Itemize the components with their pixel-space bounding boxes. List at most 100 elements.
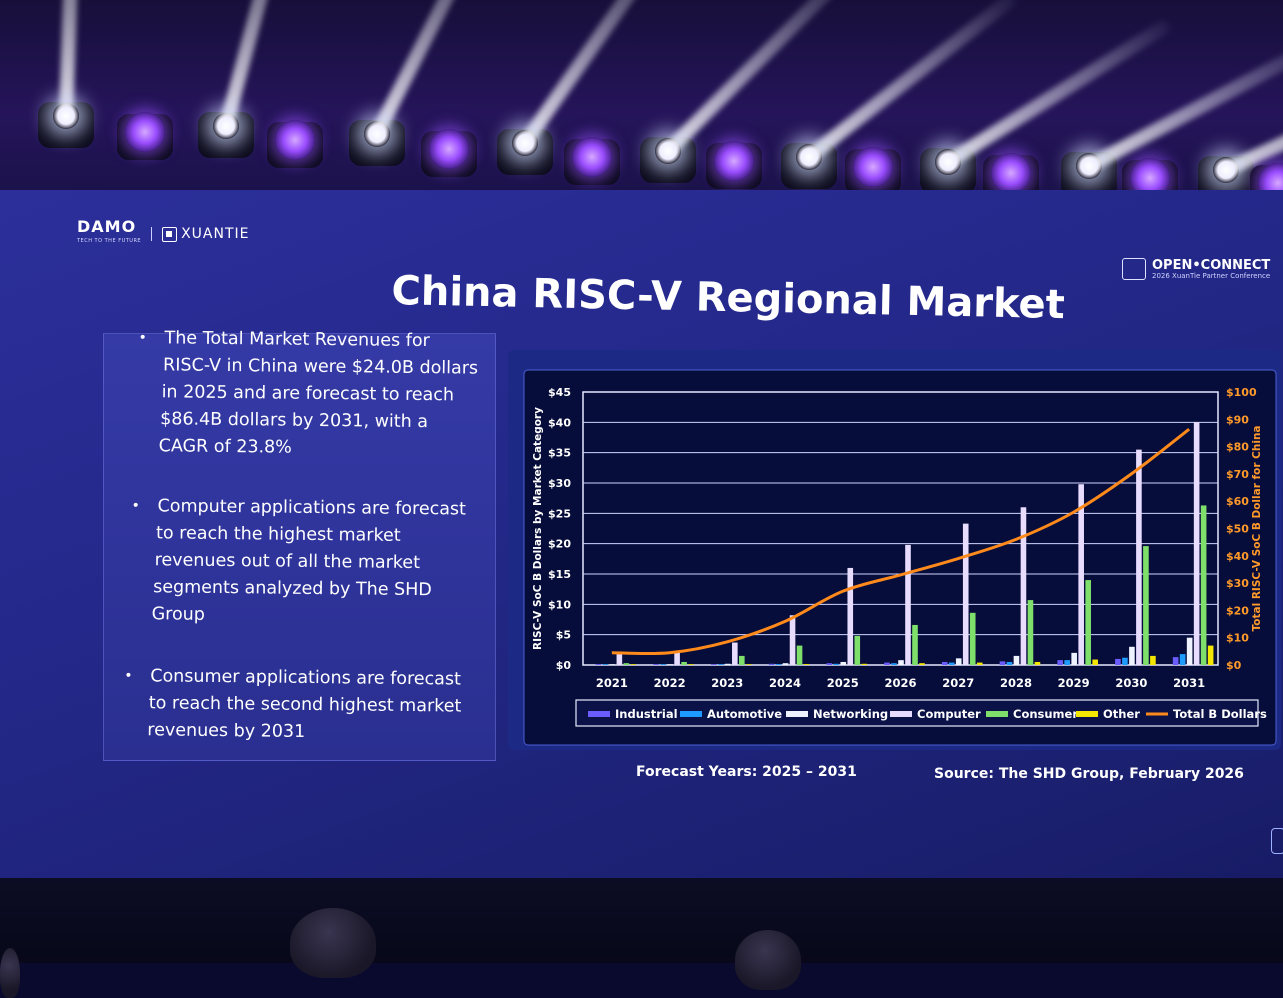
- spotlight: [1076, 153, 1102, 179]
- bar-industrial: [768, 663, 775, 665]
- bar-industrial: [1115, 658, 1121, 665]
- y-tick-label: $30: [548, 477, 571, 490]
- bar-automotive: [718, 664, 724, 665]
- legend-label: Computer: [917, 707, 981, 721]
- open-connect-icon: [1122, 258, 1146, 280]
- uv-light: [572, 137, 612, 177]
- bullet-line: segments analyzed by The SHD: [153, 577, 432, 601]
- bullet-line: revenues out of all the market: [154, 550, 421, 574]
- bar-computer: [1193, 422, 1200, 665]
- bar-industrial: [826, 663, 833, 665]
- bullet-line: Group: [151, 604, 206, 625]
- bar-computer: [962, 523, 969, 665]
- conference-logo: OPEN•CONNECT 2026 XuanTie Partner Confer…: [1122, 258, 1270, 280]
- legend-label: Automotive: [707, 707, 782, 721]
- forecast-years-note: Forecast Years: 2025 – 2031: [636, 764, 857, 780]
- bar-automotive: [891, 663, 897, 665]
- y-tick-label: $35: [548, 447, 571, 460]
- bullet-line: to reach the second highest market: [148, 693, 462, 717]
- y-tick-label: $0: [556, 659, 572, 672]
- bar-other: [630, 664, 637, 665]
- x-tick-label: 2025: [827, 676, 859, 690]
- audience-head: [290, 908, 376, 978]
- y-tick-label: $45: [548, 386, 571, 399]
- y2-tick-label: $90: [1226, 413, 1249, 426]
- bar-consumer: [1200, 505, 1207, 665]
- bar-computer: [1020, 507, 1027, 665]
- bar-other: [803, 664, 810, 665]
- bar-computer: [674, 652, 680, 665]
- spotlight: [53, 103, 79, 129]
- light-beam: [219, 0, 301, 128]
- bullet-dot-icon: •: [138, 330, 147, 347]
- x-tick-label: 2027: [942, 676, 974, 690]
- audience-head: [735, 930, 801, 990]
- bullet-line: to reach the highest market: [156, 523, 401, 546]
- bar-industrial: [653, 664, 659, 665]
- x-tick-label: 2023: [711, 676, 743, 690]
- y-tick-label: $5: [556, 629, 571, 642]
- bar-consumer: [912, 624, 918, 665]
- x-tick-label: 2029: [1058, 676, 1090, 690]
- spotlight: [364, 121, 390, 147]
- bar-computer: [789, 615, 796, 665]
- spotlight: [1213, 157, 1239, 183]
- conference-title: OPEN•CONNECT: [1152, 257, 1271, 273]
- bullet-item: • Computer applications are forecast to re…: [131, 493, 477, 631]
- bar-consumer: [1143, 546, 1149, 665]
- bar-automotive: [602, 664, 609, 665]
- bar-consumer: [739, 655, 745, 665]
- audience-head: [0, 948, 20, 998]
- y-tick-label: $10: [548, 598, 571, 611]
- bar-consumer: [796, 645, 803, 665]
- bar-consumer: [1085, 580, 1091, 665]
- y2-tick-label: $100: [1226, 386, 1257, 399]
- spotlight: [935, 149, 961, 175]
- bar-other: [1034, 661, 1041, 665]
- bullet-item: • Consumer applications are forecast to re…: [124, 663, 471, 747]
- bar-computer: [905, 544, 911, 665]
- bullet-line: $86.4B dollars by 2031, with a: [160, 409, 429, 433]
- y-axis-title: RISC-V SoC B Dollars by Market Category: [532, 407, 544, 650]
- conference-subtitle: 2026 XuanTie Partner Conference: [1152, 271, 1271, 280]
- uv-light: [125, 112, 165, 152]
- y-tick-label: $25: [548, 507, 571, 520]
- bullet-dot-icon: •: [131, 498, 140, 515]
- bar-automotive: [948, 662, 955, 665]
- uv-light: [275, 120, 315, 160]
- x-tick-label: 2026: [884, 676, 916, 690]
- chart-frame: $0 $5 $10 $15 $20 $25 $30 $35 $40 $45 $0 $10 $20 $30 $…: [508, 350, 1281, 750]
- x-tick-label: 2024: [769, 676, 801, 690]
- total-line: [611, 427, 1191, 656]
- x-tick-label: 2030: [1115, 676, 1147, 690]
- stage-ceiling: [0, 0, 1283, 205]
- y2-tick-label: $40: [1226, 550, 1249, 563]
- source-note: Source: The SHD Group, February 2026: [934, 766, 1244, 782]
- bullet-line: CAGR of 23.8%: [158, 436, 292, 458]
- legend-swatch: [1076, 711, 1098, 717]
- bar-networking: [840, 661, 847, 665]
- light-beam: [59, 0, 83, 117]
- uv-light: [429, 129, 469, 169]
- bar-networking: [898, 660, 904, 665]
- bar-industrial: [1172, 657, 1179, 665]
- spotlight: [796, 144, 822, 170]
- bar-other: [688, 664, 694, 665]
- y2-tick-label: $60: [1226, 495, 1249, 508]
- bar-industrial: [711, 664, 717, 665]
- bar-automotive: [775, 664, 782, 665]
- bar-consumer: [623, 663, 630, 665]
- bar-networking: [955, 658, 962, 665]
- spotlight: [655, 138, 681, 164]
- bar-automotive: [1179, 654, 1186, 665]
- bar-computer: [616, 654, 623, 665]
- bar-industrial: [941, 661, 948, 665]
- bullet-line: Computer applications are forecast: [157, 496, 467, 520]
- bar-automotive: [660, 664, 666, 665]
- legend-swatch: [890, 711, 912, 717]
- x-tick-label: 2022: [654, 676, 686, 690]
- legend-swatch: [680, 711, 702, 717]
- xuantie-icon: [162, 226, 178, 242]
- uv-light: [714, 141, 754, 181]
- y2-tick-label: $10: [1226, 632, 1249, 645]
